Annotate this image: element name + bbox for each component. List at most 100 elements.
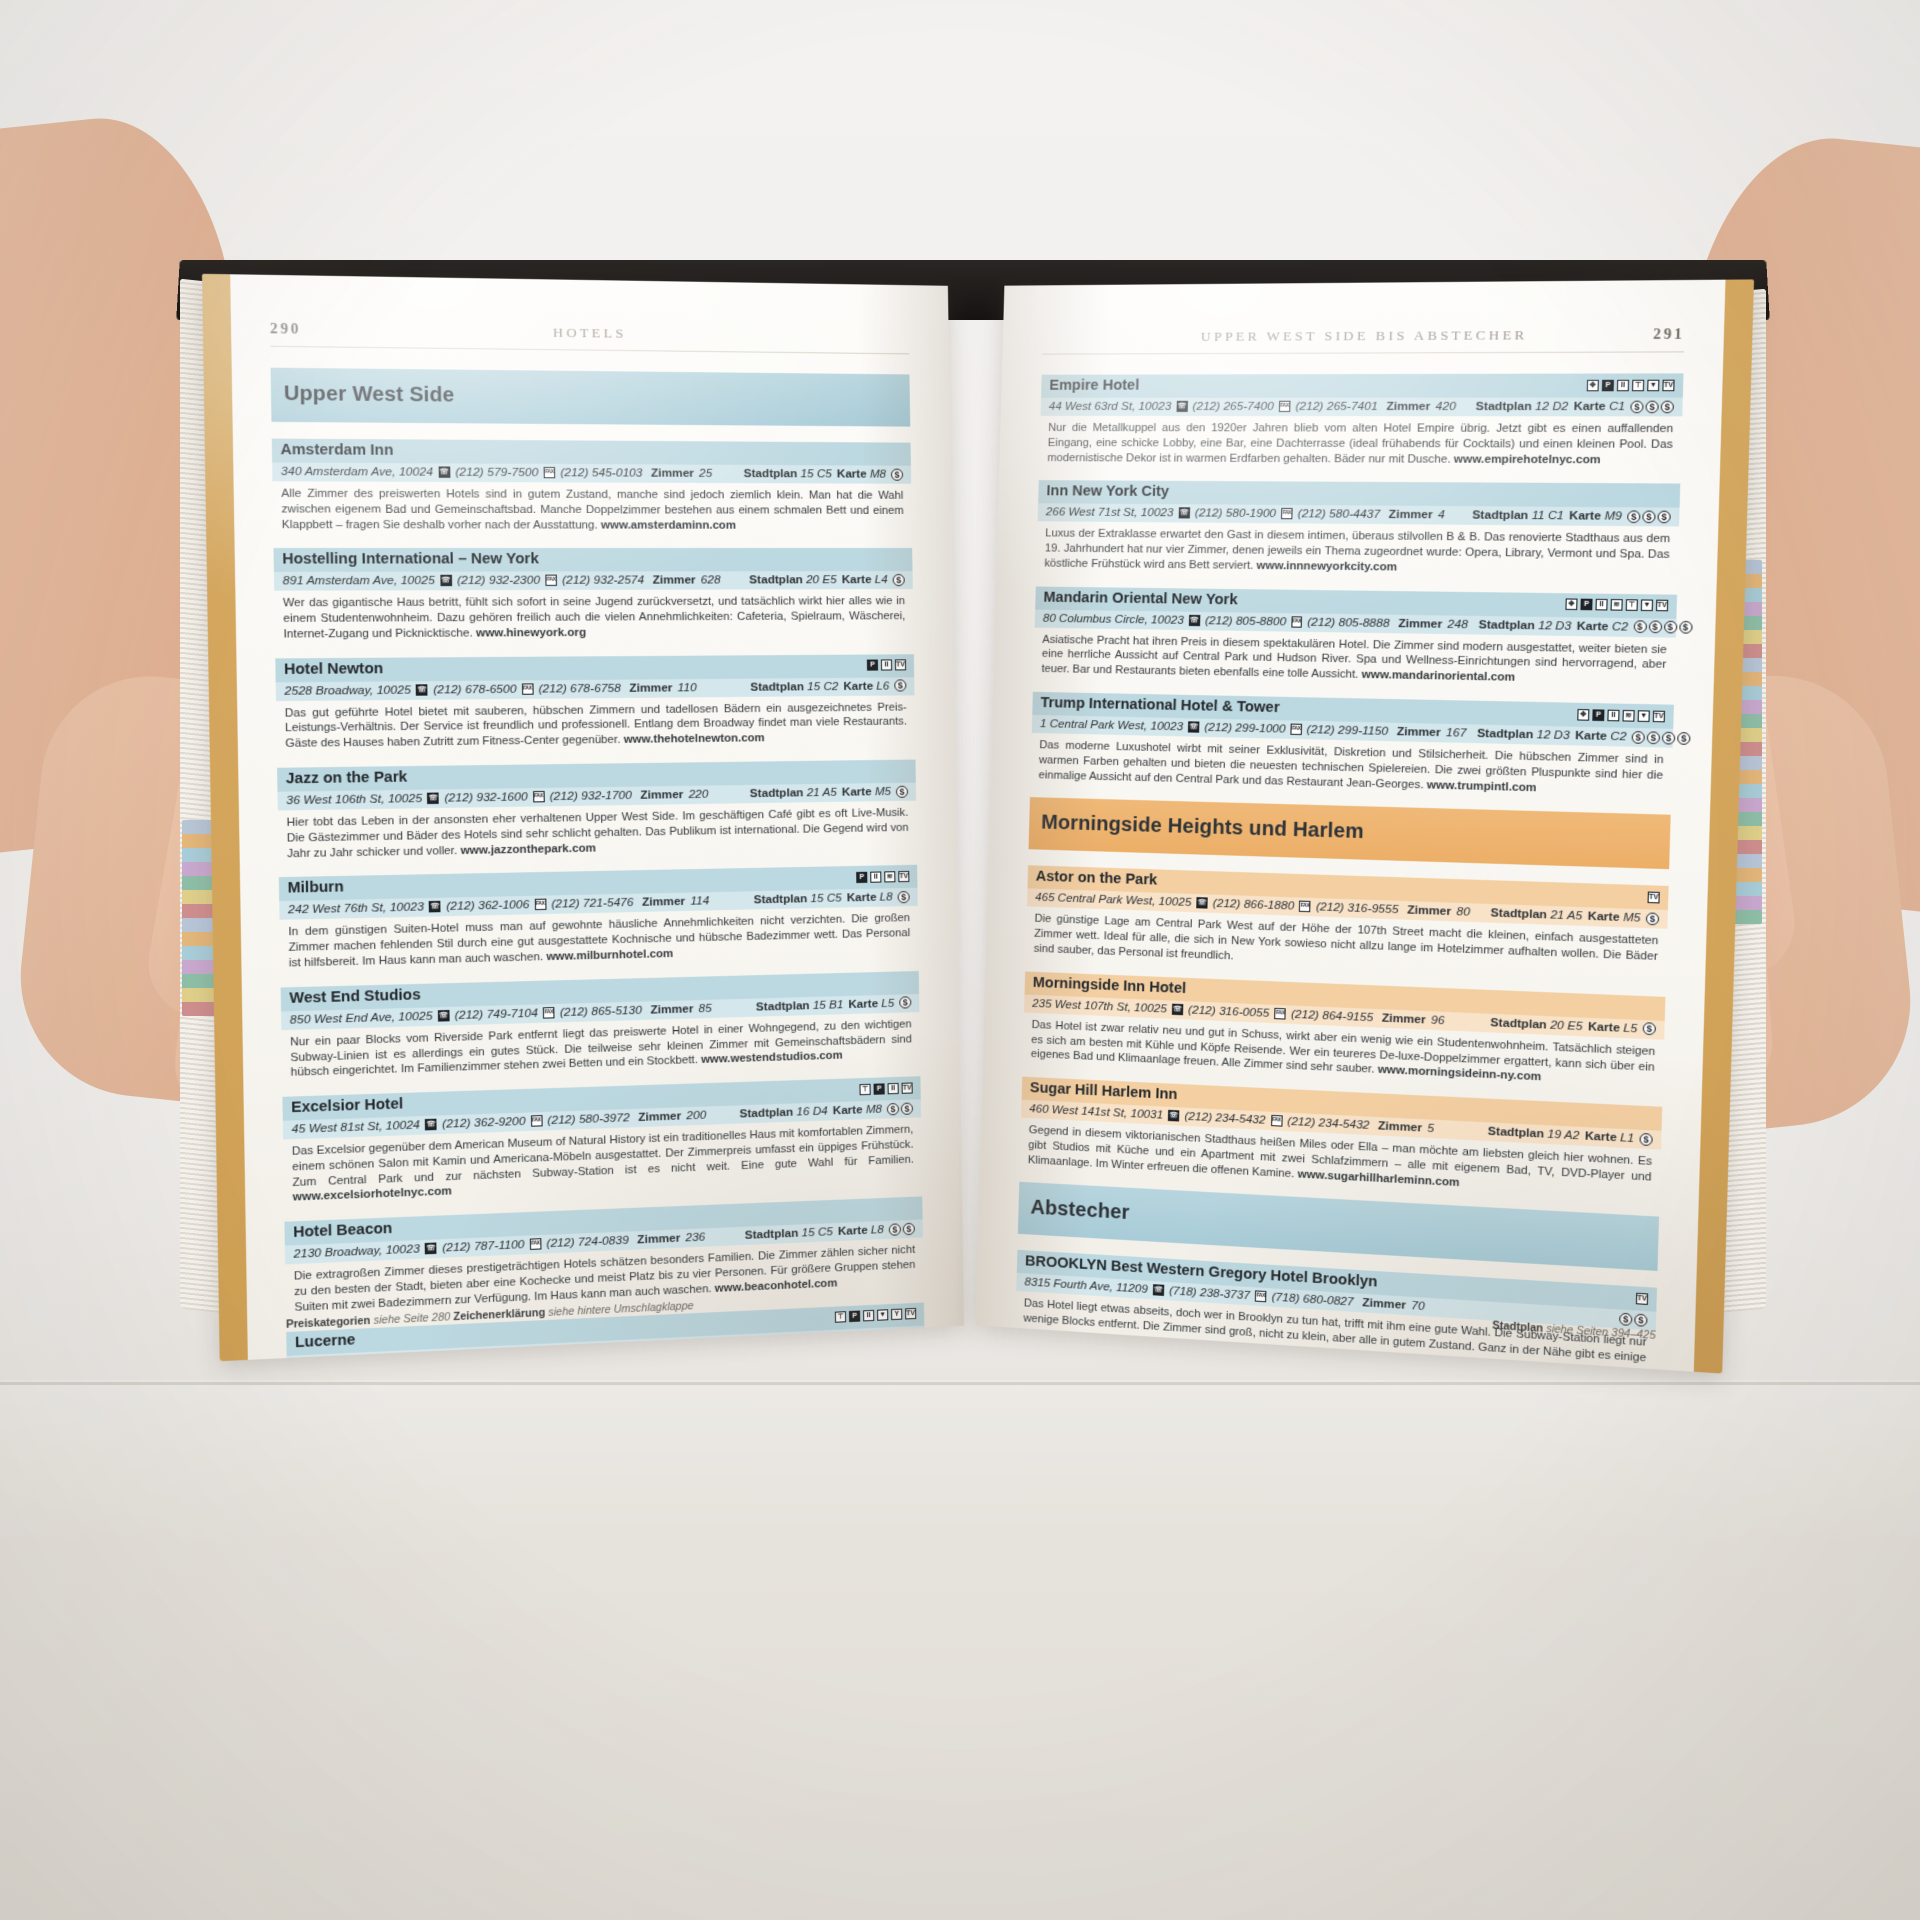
business-icon: ⊤ bbox=[1632, 379, 1645, 391]
hotel-fax: (212) 316-9555 bbox=[1315, 900, 1399, 917]
tv-icon: TV bbox=[1647, 891, 1660, 904]
rooms-label: Zimmer bbox=[638, 895, 686, 910]
price-category: $ bbox=[895, 785, 909, 798]
hotel-website[interactable]: www.amsterdaminn.com bbox=[600, 518, 737, 532]
fax-icon: FAX bbox=[534, 898, 547, 911]
hotel-website[interactable]: www.excelsiorhotelnyc.com bbox=[292, 1185, 452, 1205]
rooms-count: 420 bbox=[1435, 399, 1457, 414]
card-ref: Karte M9 bbox=[1569, 509, 1623, 524]
fax-icon: FAX bbox=[543, 466, 556, 479]
map-ref: Stadtplan 20 E5 bbox=[1490, 1015, 1583, 1033]
hotel-website[interactable]: www.milburnhotel.com bbox=[546, 947, 674, 964]
tv-icon: TV bbox=[905, 1307, 917, 1320]
hotel-website[interactable]: www.thehotelnewton.com bbox=[623, 732, 765, 747]
hotel-website[interactable]: www.innnewyorkcity.com bbox=[1256, 559, 1398, 574]
hotel-website[interactable]: www.sugarhillharleminn.com bbox=[1297, 1167, 1460, 1189]
rooms-count: 200 bbox=[686, 1108, 707, 1123]
dollar-icon: $ bbox=[890, 468, 904, 481]
phone-icon: ☏ bbox=[429, 901, 441, 913]
price-category: $ $ $ bbox=[1630, 400, 1675, 413]
fax-icon: FAX bbox=[541, 1345, 554, 1358]
rooms-label: Zimmer bbox=[1403, 903, 1452, 919]
hotel-website[interactable]: www.mandarinoriental.com bbox=[1361, 668, 1516, 685]
card-ref: Karte L1 bbox=[1584, 1129, 1635, 1146]
hotel-phone: (212) 749-7104 bbox=[454, 1006, 538, 1022]
hotel-address: 2130 Broadway, 10023 bbox=[293, 1242, 420, 1262]
rooms-label: Zimmer bbox=[1378, 1010, 1426, 1027]
fax-icon: FAX bbox=[1274, 1007, 1286, 1020]
card-ref: Karte M5 bbox=[1587, 909, 1641, 926]
hotel-name: Empire Hotel ✥ P II ⊤ ▼ TV bbox=[1041, 373, 1684, 398]
fitness-icon: II bbox=[863, 1309, 875, 1322]
dollar-icon: $ bbox=[1639, 1132, 1653, 1146]
card-ref: Karte L8 bbox=[846, 890, 893, 905]
hotel-phone: (212) 932-2300 bbox=[456, 573, 541, 588]
hotel-entry: Milburn P II ≋ TV 242 West 76th St, 10023 ☏ (21… bbox=[278, 865, 919, 978]
section-banner: Upper West Side bbox=[270, 367, 911, 427]
hotel-entry: Morningside Inn Hotel 235 West 107th St, … bbox=[1022, 971, 1666, 1097]
amenity-icons: ⊤ P II ▼ Y TV bbox=[834, 1307, 917, 1323]
left-page-running-head: 290 HOTELS bbox=[269, 320, 910, 355]
phone-icon: ☏ bbox=[1196, 897, 1208, 910]
dollar-icon: $ bbox=[1633, 620, 1647, 634]
tv-icon: TV bbox=[894, 659, 907, 671]
dollar-icon: $ bbox=[886, 1102, 900, 1115]
hotel-website[interactable]: www.westendstudios.com bbox=[700, 1049, 843, 1067]
hotel-entry: Mandarin Oriental New York ✥ P II ≋ ⊤ ▼ TV 80 Co… bbox=[1033, 586, 1693, 695]
phone-icon: ☏ bbox=[1152, 1284, 1165, 1297]
map-ref: Stadtplan 12 D2 bbox=[1475, 399, 1569, 414]
hotel-fax: (212) 299-1150 bbox=[1306, 722, 1389, 739]
phone-icon: ☏ bbox=[425, 1242, 437, 1255]
card-ref: Karte C2 bbox=[1574, 728, 1627, 744]
hotel-fax: (212) 721-5476 bbox=[551, 896, 634, 912]
edge-tab bbox=[182, 946, 216, 960]
hotel-address: 891 Amsterdam Ave, 10025 bbox=[282, 574, 435, 588]
rooms-label: Zimmer bbox=[645, 1338, 693, 1354]
dollar-icon: $ bbox=[1662, 731, 1676, 745]
phone-icon: ☏ bbox=[1188, 721, 1200, 733]
hotel-fax: (212) 579-2408 bbox=[558, 1340, 641, 1358]
hotel-contact-line: 44 West 63rd St, 10023 ☏ (212) 265-7400 FAX… bbox=[1040, 397, 1683, 417]
amenity-icons: ✥ P II ≋ ▼ TV bbox=[1577, 708, 1666, 722]
hotel-fax: (212) 865-5130 bbox=[559, 1003, 643, 1019]
amenity-icons: ✥ P II ⊤ ▼ TV bbox=[1586, 379, 1675, 391]
card-ref: Karte L5 bbox=[848, 996, 895, 1011]
dollar-icon: $ bbox=[1642, 510, 1656, 524]
edge-tab bbox=[182, 974, 216, 988]
rooms-label: Zimmer bbox=[633, 1231, 681, 1247]
price-category: $ bbox=[899, 996, 912, 1009]
parking-icon: P bbox=[1580, 598, 1593, 611]
hotel-fax: (212) 234-5432 bbox=[1287, 1114, 1370, 1133]
pool-icon: ≋ bbox=[1610, 599, 1623, 611]
edge-tab bbox=[182, 890, 216, 904]
rooms-count: 85 bbox=[698, 1001, 712, 1016]
hotel-phone: (212) 932-1600 bbox=[444, 790, 528, 805]
fitness-icon: II bbox=[887, 1082, 899, 1094]
dollar-icon: $ bbox=[895, 785, 909, 798]
section-banner: Morningside Heights und Harlem bbox=[1028, 797, 1671, 870]
hotel-website[interactable]: www.trumpintl.com bbox=[1426, 778, 1537, 794]
hotel-phone: (212) 875-1000 bbox=[453, 1345, 537, 1362]
hotel-website[interactable]: www.bestwestern.com bbox=[1144, 1335, 1268, 1356]
right-page-running-head: UPPER WEST SIDE BIS ABSTECHER 291 bbox=[1042, 326, 1685, 355]
dollar-icon: $ bbox=[1631, 730, 1646, 744]
price-category: $ $ $ $ bbox=[1631, 730, 1691, 745]
hotel-website[interactable]: www.hinewyork.org bbox=[475, 626, 587, 640]
dollar-icon: $ bbox=[894, 679, 907, 692]
phone-icon: ☏ bbox=[427, 792, 440, 805]
hotel-fax: (212) 932-2574 bbox=[561, 573, 645, 588]
hotel-website[interactable]: www.empirehotelnyc.com bbox=[1453, 452, 1601, 466]
hotel-website[interactable]: www.jazzonthepark.com bbox=[460, 841, 596, 857]
hotel-address: 850 West End Ave, 10025 bbox=[289, 1009, 433, 1027]
phone-icon: ☏ bbox=[1168, 1109, 1180, 1122]
hotel-description: Nur die Metallkuppel aus den 1920er Jahr… bbox=[1047, 421, 1674, 466]
amenity-icons: ✥ P II ≋ ⊤ ▼ TV bbox=[1565, 598, 1669, 612]
price-category: $ bbox=[890, 468, 904, 481]
hotel-website[interactable]: www.morningsideinn-ny.com bbox=[1377, 1063, 1542, 1084]
hotel-website[interactable]: www.beaconhotel.com bbox=[714, 1277, 838, 1295]
hotel-address: 242 West 76th St, 10023 bbox=[287, 900, 425, 917]
dollar-icon: $ bbox=[1660, 400, 1675, 413]
rooms-label: Zimmer bbox=[625, 680, 673, 695]
hotel-description: Wer das gigantische Haus betritt, fühlt … bbox=[282, 595, 906, 641]
hotel-entry: Amsterdam Inn 340 Amsterdam Ave, 10024 ☏ (2… bbox=[271, 438, 912, 540]
